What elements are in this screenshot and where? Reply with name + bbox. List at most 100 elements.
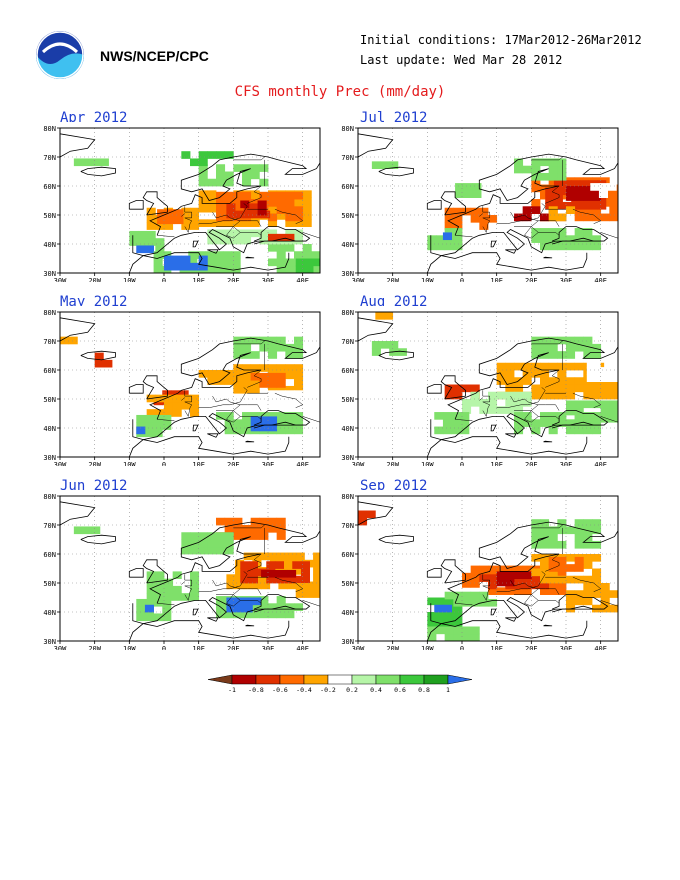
anomaly-cell <box>207 546 217 555</box>
anomaly-cell <box>287 581 297 590</box>
anomaly-cell <box>548 362 558 371</box>
border-line <box>514 226 532 239</box>
anomaly-cell <box>276 426 286 435</box>
anomaly-cell <box>479 574 489 582</box>
anomaly-cell <box>214 251 224 259</box>
coastline <box>430 226 609 257</box>
anomaly-cell <box>259 236 269 245</box>
anomaly-cell <box>295 590 305 598</box>
anomaly-cell <box>557 556 567 565</box>
anomaly-cell <box>235 597 245 606</box>
anomaly-cell <box>566 235 576 243</box>
anomaly-cell <box>548 384 558 393</box>
coastline <box>132 594 311 625</box>
anomaly-cell <box>540 370 550 378</box>
anomaly-cell <box>566 384 576 393</box>
anomaly-cell <box>557 370 567 378</box>
anomaly-cell <box>250 385 260 394</box>
anomaly-cell <box>540 235 550 243</box>
anomaly-cell <box>583 228 593 236</box>
anomaly-cell <box>198 178 208 187</box>
anomaly-cell <box>548 575 558 584</box>
anomaly-cell <box>566 554 576 562</box>
anomaly-cell <box>313 559 323 568</box>
coastline <box>543 440 553 443</box>
lon-tick-label: 30E <box>560 461 573 466</box>
anomaly-cell <box>233 610 243 619</box>
anomaly-cell <box>268 416 278 425</box>
anomaly-cell <box>233 419 243 427</box>
lon-tick-label: 40E <box>296 277 309 282</box>
anomaly-cell <box>545 201 555 210</box>
anomaly-cell <box>522 165 532 174</box>
anomaly-cell <box>233 229 243 238</box>
anomaly-cell <box>207 178 217 187</box>
anomaly-cell <box>522 571 532 580</box>
lon-tick-label: 20E <box>525 645 538 650</box>
coastline <box>253 605 307 613</box>
border-line <box>510 395 539 423</box>
anomaly-cell <box>233 385 243 394</box>
anomaly-cell <box>453 598 463 607</box>
coastline <box>447 153 619 236</box>
lon-tick-label: 20W <box>386 645 399 650</box>
anomaly-cell <box>453 612 463 620</box>
anomaly-cell <box>164 585 174 594</box>
anomaly-cell <box>583 242 593 251</box>
lat-tick-label: 80N <box>341 309 354 317</box>
anomaly-cell <box>592 526 602 535</box>
coastline <box>440 375 466 400</box>
anomaly-cell <box>198 219 208 227</box>
anomaly-cell <box>462 384 472 393</box>
anomaly-cell <box>522 587 532 595</box>
anomaly-cell <box>609 604 619 613</box>
anomaly-cell <box>242 336 252 345</box>
anomaly-cell <box>261 552 271 561</box>
anomaly-cell <box>82 158 92 167</box>
anomaly-cell <box>268 517 278 526</box>
anomaly-cell <box>548 206 558 214</box>
anomaly-cell <box>470 384 480 393</box>
anomaly-cell <box>583 213 593 222</box>
anomaly-cell <box>531 199 541 207</box>
border-line <box>247 369 262 388</box>
anomaly-cell <box>300 568 310 577</box>
anomaly-cell <box>531 568 541 577</box>
anomaly-cell <box>566 186 576 194</box>
anomaly-cell <box>522 391 532 400</box>
anomaly-cell <box>427 597 437 606</box>
anomaly-cell <box>153 414 163 423</box>
map-frame <box>59 311 321 458</box>
anomaly-cell <box>300 575 310 584</box>
anomaly-cell <box>235 574 245 582</box>
anomaly-cell <box>190 578 200 587</box>
anomaly-cell <box>224 199 234 207</box>
anomaly-cell <box>216 213 226 222</box>
anomaly-cell <box>252 210 262 219</box>
coastline <box>253 421 307 429</box>
anomaly-cell <box>214 258 224 267</box>
anomaly-cell <box>574 414 584 423</box>
anomaly-cell <box>302 244 312 252</box>
border-line <box>274 392 304 408</box>
anomaly-cell <box>216 532 226 540</box>
anomaly-cell <box>371 341 381 349</box>
anomaly-cell <box>427 612 437 620</box>
anomaly-cell <box>268 610 278 619</box>
lat-tick-label: 80N <box>43 125 56 133</box>
anomaly-cell <box>285 343 295 352</box>
anomaly-cell <box>442 604 452 613</box>
anomaly-cell <box>259 525 269 533</box>
anomaly-cell <box>129 238 139 246</box>
anomaly-cell <box>514 412 524 420</box>
anomaly-cell <box>557 351 567 359</box>
anomaly-cell <box>566 336 576 345</box>
anomaly-cell <box>276 206 286 214</box>
lat-tick-label: 80N <box>341 493 354 501</box>
anomaly-cell <box>129 230 139 239</box>
lon-tick-label: 30W <box>54 461 67 466</box>
anomaly-cell <box>514 213 524 222</box>
anomaly-cell <box>592 590 602 598</box>
anomaly-cell <box>207 229 217 238</box>
anomaly-cell <box>174 209 184 217</box>
